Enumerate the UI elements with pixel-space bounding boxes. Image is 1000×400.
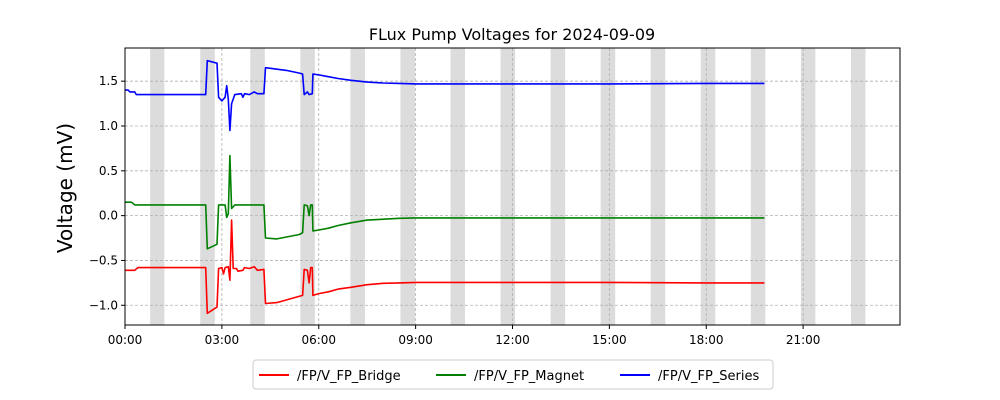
legend-box (252, 359, 774, 390)
series-lines (125, 59, 765, 315)
y-tick-label-5: 1.5 (99, 74, 118, 88)
y-tick-label-2: 0.0 (99, 209, 118, 223)
y-tick-label-4: 1.0 (99, 119, 118, 133)
y-tick-label-0: −1.0 (89, 298, 118, 312)
shaded-interval-2 (250, 48, 265, 325)
x-axis-ticks: 00:00 03:00 06:00 09:00 12:00 15:00 18:00 21:00 (108, 325, 821, 347)
x-tick-label-4: 12:00 (495, 333, 530, 347)
x-tick-label-5: 15:00 (592, 333, 627, 347)
shaded-intervals (150, 48, 866, 325)
chart-title: FLux Pump Voltages for 2024-09-09 (369, 25, 655, 44)
x-tick-label-7: 21:00 (786, 333, 821, 347)
shaded-interval-13 (800, 48, 816, 325)
shaded-interval-8 (550, 48, 566, 325)
shaded-interval-10 (650, 48, 666, 325)
x-tick-label-0: 00:00 (108, 333, 143, 347)
x-tick-label-6: 18:00 (689, 333, 724, 347)
x-tick-label-3: 09:00 (398, 333, 433, 347)
x-tick-label-1: 03:00 (205, 333, 240, 347)
shaded-interval-7 (500, 48, 516, 325)
x-tick-label-2: 06:00 (301, 333, 336, 347)
shaded-interval-3 (300, 48, 315, 325)
legend-label-series: /FP/V_FP_Series (658, 369, 759, 384)
series-line-2 (125, 59, 765, 132)
shaded-interval-14 (850, 48, 866, 325)
shaded-interval-4 (350, 48, 365, 325)
shaded-interval-9 (600, 48, 616, 325)
y-tick-label-3: 0.5 (99, 164, 118, 178)
series-line-1 (125, 154, 765, 250)
y-axis-label: Voltage (mV) (53, 123, 77, 253)
legend: /FP/V_FP_Bridge /FP/V_FP_Magnet /FP/V_FP… (252, 359, 774, 390)
series-line-0 (125, 219, 765, 315)
legend-label-magnet: /FP/V_FP_Magnet (474, 369, 584, 384)
shaded-interval-11 (700, 48, 716, 325)
legend-label-bridge: /FP/V_FP_Bridge (297, 369, 401, 384)
y-axis-ticks: −1.0 −0.5 0.0 0.5 1.0 1.5 (89, 74, 125, 312)
shaded-interval-0 (150, 48, 165, 325)
shaded-interval-12 (750, 48, 766, 325)
shaded-interval-1 (200, 48, 215, 325)
shaded-interval-6 (450, 48, 466, 325)
grid (124, 48, 900, 325)
shaded-interval-5 (400, 48, 415, 325)
y-tick-label-1: −0.5 (89, 253, 118, 267)
